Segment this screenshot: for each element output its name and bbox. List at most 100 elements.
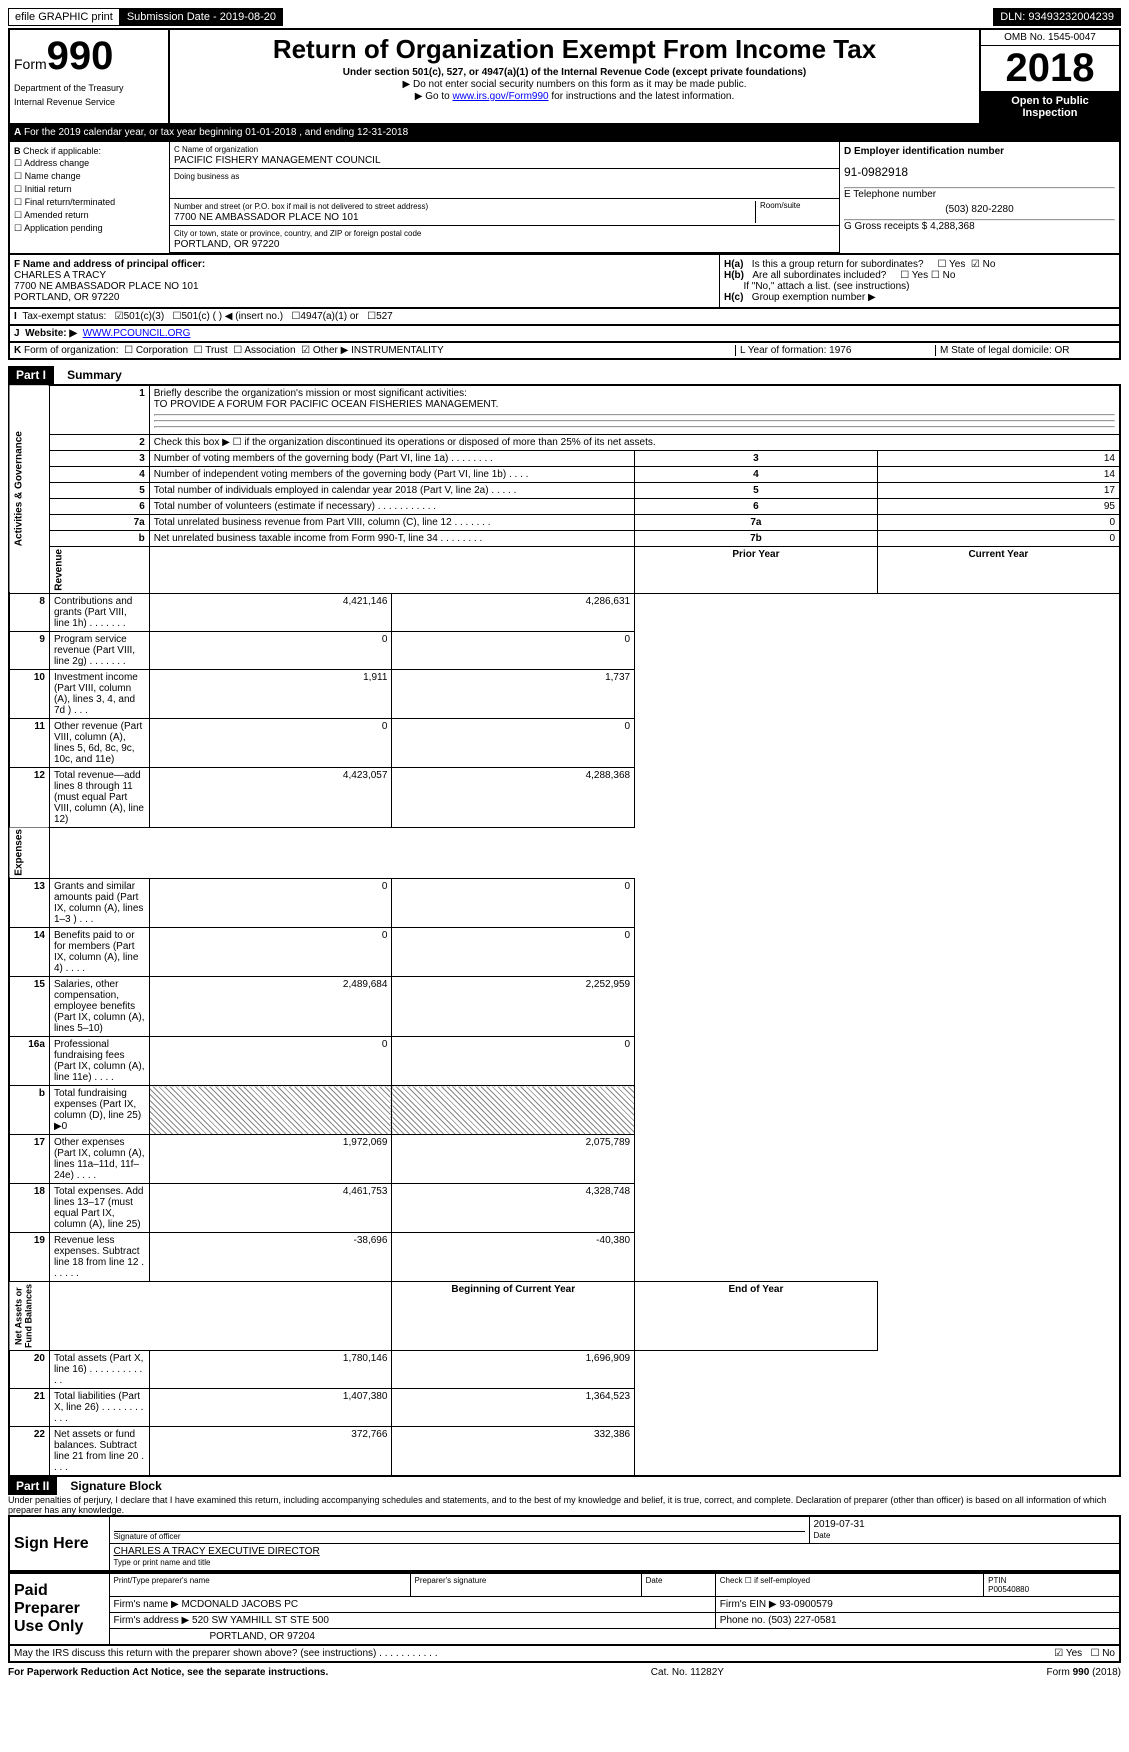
addr-label: Number and street (or P.O. box if mail i… [174, 202, 428, 211]
group-return: H(a) Is this a group return for subordin… [719, 255, 1119, 307]
year-box: OMB No. 1545-0047 2018 Open to Public In… [979, 30, 1119, 123]
netasset-row: 20Total assets (Part X, line 16) . . . .… [9, 1351, 1120, 1389]
form-number-box: Form990 Department of the Treasury Inter… [10, 30, 170, 123]
firm-addr: Firm's address ▶ 520 SW YAMHILL ST STE 5… [109, 1613, 715, 1629]
footer-left: For Paperwork Reduction Act Notice, see … [8, 1667, 328, 1678]
mission-text: TO PROVIDE A FORUM FOR PACIFIC OCEAN FIS… [154, 399, 499, 410]
k-label: Form of organization: [24, 345, 119, 356]
revenue-row: 8Contributions and grants (Part VIII, li… [9, 593, 1120, 631]
ha-text: Is this a group return for subordinates? [752, 259, 924, 270]
boy-header: Beginning of Current Year [392, 1282, 635, 1351]
prior-year-header: Prior Year [635, 547, 878, 594]
expense-row: 19Revenue less expenses. Subtract line 1… [9, 1233, 1120, 1282]
efile-label: efile GRAPHIC print [8, 8, 120, 26]
e-label: E Telephone number [844, 189, 1115, 200]
expense-row: 16aProfessional fundraising fees (Part I… [9, 1037, 1120, 1086]
c-label: C Name of organization [174, 145, 258, 154]
expense-row: 18Total expenses. Add lines 13–17 (must … [9, 1184, 1120, 1233]
label-governance: Activities & Governance [9, 385, 49, 593]
org-city: PORTLAND, OR 97220 [174, 239, 279, 250]
klm-row: K Form of organization: ☐ Corporation ☐ … [8, 343, 1121, 360]
current-year-header: Current Year [877, 547, 1120, 594]
ph1: Print/Type preparer's name [109, 1573, 410, 1597]
footer-right: Form 990 (2018) [1047, 1667, 1121, 1678]
footer-center: Cat. No. 11282Y [651, 1667, 724, 1678]
org-name: PACIFIC FISHERY MANAGEMENT COUNCIL [174, 155, 381, 166]
revenue-row: 9Program service revenue (Part VIII, lin… [9, 631, 1120, 669]
submission-date: Submission Date - 2019-08-20 [120, 8, 283, 26]
hb-text: Are all subordinates included? [752, 270, 886, 281]
expense-row: 15Salaries, other compensation, employee… [9, 977, 1120, 1037]
dba-label: Doing business as [174, 172, 239, 181]
officer-addr: 7700 NE AMBASSADOR PLACE NO 101 [14, 281, 199, 292]
gov-row: 3Number of voting members of the governi… [9, 451, 1120, 467]
m-domicile: M State of legal domicile: OR [935, 345, 1115, 356]
note-link: ▶ Go to www.irs.gov/Form990 for instruct… [174, 91, 975, 102]
ph2: Preparer's signature [410, 1573, 641, 1597]
form-header: Form990 Department of the Treasury Inter… [8, 28, 1121, 125]
ein: 91-0982918 [844, 165, 1115, 179]
netasset-row: 21Total liabilities (Part X, line 26) . … [9, 1389, 1120, 1427]
ph5: PTIN [988, 1576, 1006, 1585]
revenue-row: 11Other revenue (Part VIII, column (A), … [9, 718, 1120, 767]
city-label: City or town, state or province, country… [174, 229, 421, 238]
signature-table: Sign Here Signature of officer 2019-07-3… [8, 1515, 1121, 1572]
efile-bar: efile GRAPHIC print Submission Date - 20… [8, 8, 1121, 26]
firm-ein: Firm's EIN ▶ 93-0900579 [715, 1597, 1120, 1613]
expense-row: bTotal fundraising expenses (Part IX, co… [9, 1086, 1120, 1135]
mission-label: Briefly describe the organization's miss… [154, 388, 467, 399]
sig-date-label: Date [814, 1531, 831, 1540]
firm-name: Firm's name ▶ MCDONALD JACOBS PC [109, 1597, 715, 1613]
gov-row: 5Total number of individuals employed in… [9, 483, 1120, 499]
ph3: Date [641, 1573, 715, 1597]
right-info: D Employer identification number 91-0982… [839, 142, 1119, 253]
irs-link[interactable]: www.irs.gov/Form990 [452, 91, 548, 102]
j-label: Website: ▶ [25, 328, 77, 339]
cb-pending[interactable]: ☐ Application pending [14, 223, 165, 234]
sig-date: 2019-07-31 [814, 1519, 865, 1530]
gov-row: 7aTotal unrelated business revenue from … [9, 515, 1120, 531]
hc-text: Group exemption number ▶ [752, 292, 876, 303]
g-gross-receipts: G Gross receipts $ 4,288,368 [844, 221, 1115, 232]
note-ssn: ▶ Do not enter social security numbers o… [174, 79, 975, 90]
name-title-label: Type or print name and title [114, 1558, 211, 1567]
discuss-answer: ☑ Yes ☐ No [1054, 1648, 1115, 1659]
officer-group-row: F Name and address of principal officer:… [8, 255, 1121, 309]
cb-amended[interactable]: ☐ Amended return [14, 210, 165, 221]
part1-header-row: Part I Summary [8, 366, 1121, 384]
website-link[interactable]: WWW.PCOUNCIL.ORG [83, 328, 191, 339]
form-label: Form [14, 56, 47, 72]
officer-info: F Name and address of principal officer:… [10, 255, 719, 307]
ph4: Check ☐ if self-employed [715, 1573, 983, 1597]
part1-title: Summary [57, 368, 122, 382]
preparer-table: Paid Preparer Use Only Print/Type prepar… [8, 1572, 1121, 1646]
officer-sig-name: CHARLES A TRACY EXECUTIVE DIRECTOR [114, 1546, 320, 1557]
f-label: F Name and address of principal officer: [14, 259, 205, 270]
label-revenue: Revenue [49, 547, 149, 594]
tax-exempt-row: I Tax-exempt status: ☑ 501(c)(3) ☐ 501(c… [8, 309, 1121, 326]
line2: Check this box ▶ ☐ if the organization d… [149, 435, 1120, 451]
tax-year-range: For the 2019 calendar year, or tax year … [24, 127, 408, 138]
cb-address[interactable]: ☐ Address change [14, 158, 165, 169]
cb-final[interactable]: ☐ Final return/terminated [14, 197, 165, 208]
d-label: D Employer identification number [844, 146, 1004, 157]
website-row: J Website: ▶ WWW.PCOUNCIL.ORG [8, 326, 1121, 343]
dept-treasury: Department of the Treasury [14, 83, 164, 93]
sig-officer-label: Signature of officer [114, 1531, 805, 1541]
org-info-block: B Check if applicable: ☐ Address change … [8, 142, 1121, 255]
irs: Internal Revenue Service [14, 97, 164, 107]
room-label: Room/suite [755, 201, 835, 223]
label-netassets: Net Assets orFund Balances [9, 1282, 49, 1351]
discuss-row: May the IRS discuss this return with the… [8, 1646, 1121, 1663]
netasset-row: 22Net assets or fund balances. Subtract … [9, 1427, 1120, 1477]
h-note: If "No," attach a list. (see instruction… [743, 281, 909, 292]
dln: DLN: 93493232004239 [993, 8, 1121, 26]
expense-row: 13Grants and similar amounts paid (Part … [9, 879, 1120, 928]
b-label: Check if applicable: [23, 146, 101, 156]
gov-row: bNet unrelated business taxable income f… [9, 531, 1120, 547]
tax-year: 2018 [981, 46, 1119, 91]
subtitle: Under section 501(c), 527, or 4947(a)(1)… [174, 67, 975, 78]
line1-num: 1 [49, 385, 149, 435]
cb-name[interactable]: ☐ Name change [14, 171, 165, 182]
cb-initial[interactable]: ☐ Initial return [14, 184, 165, 195]
